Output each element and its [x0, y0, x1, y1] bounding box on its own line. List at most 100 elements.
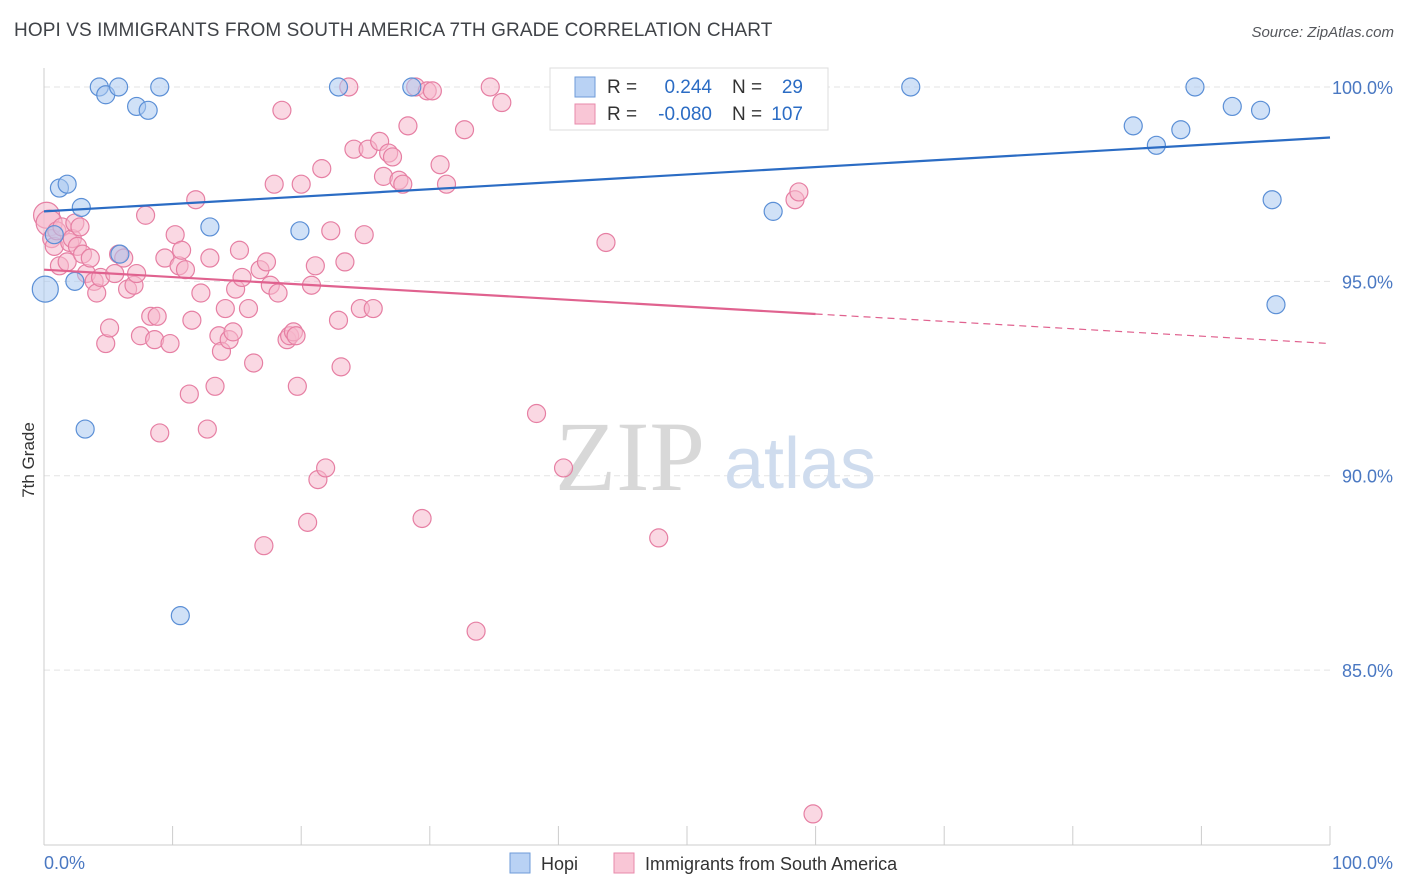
hopi-point-15 — [328, 77, 349, 97]
hopi-point-14 — [290, 221, 310, 241]
south-america-point-52 — [229, 240, 250, 260]
legend-swatch-south-america — [574, 103, 596, 125]
south-america-point-53 — [232, 267, 252, 288]
x-tick-label-0: 0.0% — [44, 853, 85, 873]
hopi-point-2 — [57, 174, 77, 194]
series-south-america-points — [32, 77, 823, 824]
hopi-point-18 — [901, 77, 921, 97]
south-america-point-96 — [430, 155, 450, 175]
legend-swatch-hopi — [574, 76, 596, 98]
watermark-atlas: atlas — [724, 424, 876, 504]
south-america-point-28 — [135, 205, 156, 225]
hopi-point-4 — [71, 197, 91, 218]
hopi-point-17 — [763, 201, 783, 221]
south-america-point-34 — [160, 333, 180, 354]
legend-n-label-2: N = — [732, 104, 762, 125]
south-america-point-58 — [256, 252, 277, 272]
south-america-point-91 — [398, 116, 418, 136]
south-america-point-32 — [150, 423, 170, 443]
south-america-point-40 — [182, 310, 202, 330]
axes — [43, 68, 1331, 846]
legend-r-label-2: R = — [607, 104, 637, 125]
y-tick-label-1: 90.0% — [1342, 467, 1393, 487]
hopi-point-24 — [1250, 100, 1271, 120]
south-america-point-60 — [264, 174, 284, 194]
series-legend-swatch-hopi — [509, 852, 531, 874]
hopi-point-26 — [1266, 295, 1286, 315]
stats-legend-box — [549, 67, 829, 131]
hopi-trend-solid — [43, 136, 1331, 213]
south-america-point-74 — [316, 458, 336, 478]
south-america-point-108 — [789, 182, 809, 202]
legend-r-value-2: -0.080 — [658, 104, 712, 125]
south-america-point-45 — [205, 376, 225, 396]
hopi-point-28 — [110, 244, 130, 264]
y-tick-label-3: 100.0% — [1332, 78, 1393, 98]
south-america-point-84 — [363, 298, 383, 319]
hopi-point-25 — [1262, 190, 1282, 210]
south-america-point-15 — [80, 248, 100, 268]
hopi-point-16 — [402, 77, 422, 97]
south-america-point-69 — [298, 512, 318, 532]
south-america-point-95 — [422, 81, 442, 101]
south-america-point-71 — [305, 256, 325, 276]
series-legend-label-hopi: Hopi — [541, 854, 578, 874]
south-america-point-41 — [186, 190, 206, 210]
south-america-trend-dashed — [815, 313, 1331, 345]
trend-lines — [43, 136, 1331, 345]
south-america-point-68 — [291, 174, 311, 194]
south-america-point-20 — [99, 318, 120, 338]
hopi-point-10 — [138, 100, 158, 120]
y-tick-label-2: 95.0% — [1342, 272, 1393, 292]
hopi-point-27 — [44, 225, 64, 245]
y-axis-title: 7th Grade — [19, 422, 38, 498]
south-america-point-105 — [649, 528, 669, 548]
legend-n-value-2: 107 — [771, 104, 803, 125]
watermark-zip: ZIP — [555, 401, 705, 512]
hopi-point-5 — [75, 419, 95, 439]
hopi-point-19 — [1123, 116, 1143, 136]
south-america-point-103 — [553, 458, 574, 478]
south-america-point-37 — [172, 240, 192, 260]
hopi-point-12 — [170, 606, 190, 626]
south-america-point-54 — [238, 298, 259, 319]
series-hopi-points — [31, 77, 1286, 626]
hopi-point-8 — [108, 77, 129, 97]
south-america-point-102 — [526, 403, 547, 424]
hopi-point-13 — [200, 217, 220, 237]
south-america-point-12 — [70, 217, 90, 237]
south-america-point-75 — [321, 221, 341, 241]
x-tick-label-1: 100.0% — [1332, 853, 1393, 873]
series-legend-label-south-america: Immigrants from South America — [645, 854, 898, 874]
south-america-point-76 — [328, 310, 349, 330]
south-america-point-38 — [175, 260, 196, 280]
south-america-point-39 — [179, 384, 199, 404]
legend-n-value-1: 29 — [782, 77, 803, 98]
hopi-point-20 — [1146, 135, 1166, 155]
chart-title: HOPI VS IMMIGRANTS FROM SOUTH AMERICA 7T… — [14, 20, 773, 41]
south-america-point-101 — [492, 92, 512, 113]
south-america-point-104 — [596, 232, 616, 253]
series-legend: Hopi Immigrants from South America — [509, 852, 898, 874]
south-america-point-97 — [436, 174, 457, 194]
south-america-point-98 — [454, 120, 475, 140]
watermark: ZIP atlas — [555, 401, 876, 512]
south-america-point-100 — [480, 77, 500, 97]
stats-legend: R = 0.244 N = 29 R = -0.080 N = 107 — [549, 67, 829, 131]
south-america-point-99 — [466, 621, 486, 641]
x-tick-labels: 0.0% 100.0% — [44, 853, 1393, 873]
south-america-point-93 — [412, 508, 432, 529]
south-america-point-48 — [215, 298, 235, 319]
hopi-point-3 — [65, 271, 85, 291]
south-america-point-66 — [286, 326, 306, 346]
y-tick-label-0: 85.0% — [1342, 661, 1393, 681]
legend-n-label-1: N = — [732, 77, 762, 98]
south-america-point-57 — [254, 536, 274, 556]
south-america-point-82 — [354, 225, 374, 245]
south-america-point-73 — [312, 159, 332, 179]
legend-r-value-1: 0.244 — [664, 77, 712, 98]
south-america-point-88 — [382, 147, 403, 167]
south-america-point-44 — [200, 248, 220, 268]
y-tick-labels: 85.0% 90.0% 95.0% 100.0% — [1332, 78, 1393, 681]
